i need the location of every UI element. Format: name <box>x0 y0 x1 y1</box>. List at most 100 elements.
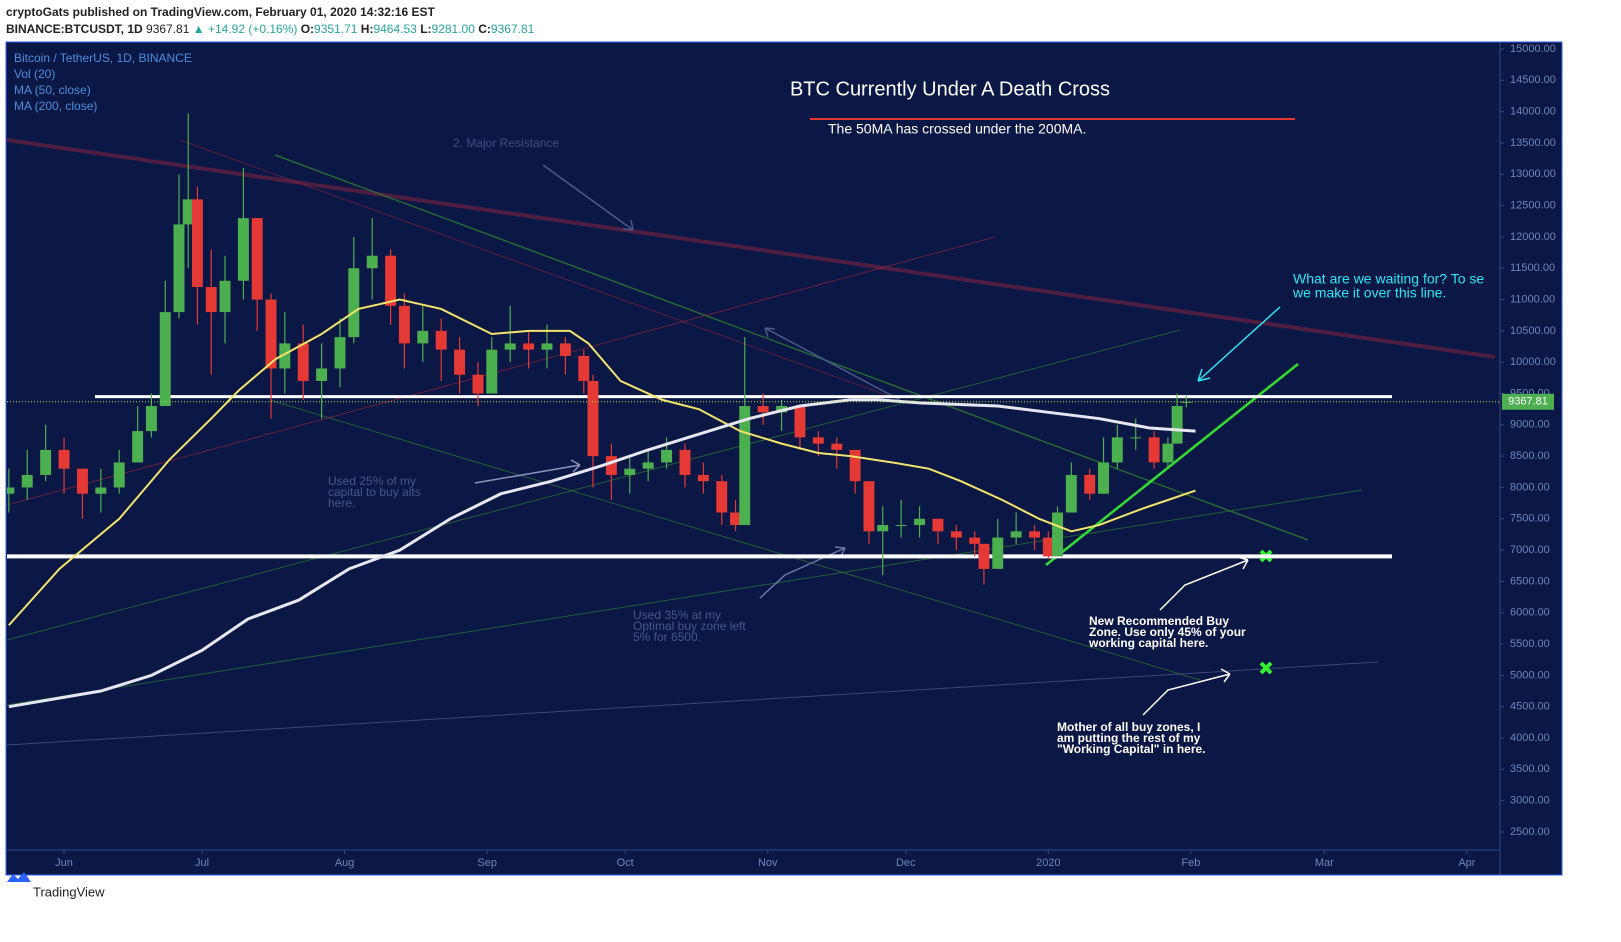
footer-brand: TradingView <box>33 884 105 899</box>
ohlc-label: O: <box>300 22 315 36</box>
y-tick-label: 6500.00 <box>1510 575 1550 587</box>
y-tick-label: 10500.00 <box>1510 325 1556 337</box>
y-tick-label: 14000.00 <box>1510 106 1556 118</box>
ohlc-label: H: <box>360 22 374 36</box>
x-tick-label: Jun <box>55 857 73 869</box>
candle-body <box>578 355 590 381</box>
candle-body <box>1052 512 1064 557</box>
candle-body <box>40 449 52 475</box>
annotation: 2. Major Resistance <box>453 136 559 150</box>
y-tick-label: 9000.00 <box>1510 419 1550 431</box>
candle-body <box>205 287 217 313</box>
candle-body <box>398 305 410 344</box>
candle-body <box>279 343 291 369</box>
annotation: Zone. Use only 45% of your <box>1089 625 1246 639</box>
candle-body <box>385 255 397 306</box>
chart-title: BTC Currently Under A Death Cross <box>790 78 1110 100</box>
candle-body <box>1130 437 1142 439</box>
y-tick-label: 7500.00 <box>1510 513 1550 525</box>
candle-body <box>435 330 447 350</box>
y-tick-label: 15000.00 <box>1510 43 1556 55</box>
candle-body <box>132 431 144 463</box>
header: cryptoGats published on TradingView.com,… <box>6 4 534 38</box>
candle-body <box>173 224 185 313</box>
candle-body <box>366 255 378 269</box>
candle-body <box>76 468 88 494</box>
y-tick-label: 12500.00 <box>1510 200 1556 212</box>
legend-entry: MA (200, close) <box>14 99 97 113</box>
y-tick-label: 8000.00 <box>1510 481 1550 493</box>
y-tick-label: 4000.00 <box>1510 732 1550 744</box>
annotation: working capital here. <box>1088 636 1208 650</box>
ohlc-label: C: <box>478 22 491 36</box>
ohlc-value: 9281.00 <box>431 22 475 36</box>
candle-body <box>624 468 636 475</box>
candle-body <box>182 199 194 225</box>
y-tick-label: 10000.00 <box>1510 356 1556 368</box>
ohlc-value: 9464.53 <box>373 22 417 36</box>
y-tick-label: 2500.00 <box>1510 826 1550 838</box>
trend-line <box>7 236 996 506</box>
candle-body <box>297 343 309 381</box>
y-tick-label: 3500.00 <box>1510 763 1550 775</box>
candle-body <box>1029 531 1041 538</box>
last-price: 9367.81 <box>146 22 190 36</box>
y-tick-label: 3000.00 <box>1510 795 1550 807</box>
annotation: here. <box>328 496 355 510</box>
y-tick-label: 5000.00 <box>1510 669 1550 681</box>
change: ▲ +14.92 (+0.16%) <box>192 22 298 36</box>
candle-body <box>504 343 516 350</box>
arrow <box>542 164 634 231</box>
y-tick-label: 14500.00 <box>1510 74 1556 86</box>
arrow <box>1197 306 1281 382</box>
candle-body <box>978 543 990 569</box>
y-tick-label: 4500.00 <box>1510 701 1550 713</box>
volume-label: Vol (20) <box>14 67 55 81</box>
candle-body <box>757 406 769 413</box>
annotation: "Working Capital" in here. <box>1057 742 1206 756</box>
candle-body <box>992 537 1004 569</box>
y-tick-label: 13500.00 <box>1510 137 1556 149</box>
trend-line <box>269 399 1201 681</box>
candle-body <box>679 449 691 475</box>
candle-body <box>969 537 981 544</box>
ohlc: O:9351.71 H:9464.53 L:9281.00 C:9367.81 <box>301 22 535 36</box>
candle-body <box>863 481 875 532</box>
y-tick-label: 11500.00 <box>1510 262 1555 274</box>
candle-body <box>605 456 617 475</box>
legend-entry: MA (50, close) <box>14 83 91 97</box>
annotation: 5% for 6500. <box>633 630 701 644</box>
x-tick-label: Jul <box>195 857 209 869</box>
tv-logo <box>7 872 31 882</box>
resistance-line <box>7 138 1496 359</box>
candle-body <box>58 449 70 469</box>
x-tick-label: Dec <box>896 857 916 869</box>
annotation: Optimal buy zone left <box>633 619 746 633</box>
candle-body <box>895 525 907 527</box>
ma-line <box>8 398 1196 709</box>
y-tick-label: 7000.00 <box>1510 544 1550 556</box>
candle-body <box>1010 531 1022 538</box>
y-tick-label: 8500.00 <box>1510 450 1550 462</box>
candle-body <box>739 406 751 526</box>
publisher-text: cryptoGats published on TradingView.com,… <box>6 5 435 19</box>
candle-body <box>849 449 861 482</box>
arrows <box>474 164 1281 716</box>
candle-body <box>523 343 535 350</box>
candle-body <box>642 462 654 469</box>
y-tick-label: 6000.00 <box>1510 607 1550 619</box>
candle-body <box>730 512 742 526</box>
trend-line <box>179 139 901 401</box>
candle-body <box>265 299 277 369</box>
candle-body <box>661 449 673 463</box>
x-tick-label: Oct <box>617 857 634 869</box>
candle-body <box>697 474 709 482</box>
candle-body <box>472 374 484 394</box>
publisher: cryptoGats published on TradingView.com,… <box>6 4 534 21</box>
candle-body <box>587 380 599 457</box>
x-tick-label: Aug <box>335 857 355 869</box>
candle-body <box>454 349 466 375</box>
symbol: BINANCE:BTCUSDT, 1D <box>6 22 143 36</box>
